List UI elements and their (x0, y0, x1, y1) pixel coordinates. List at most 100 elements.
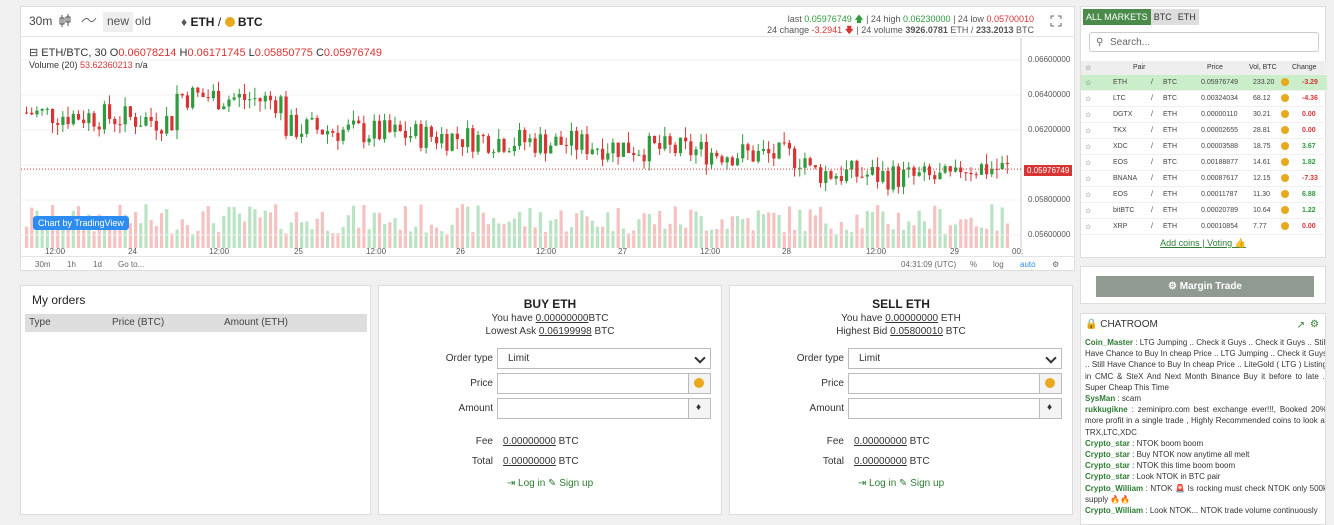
tab-all-markets[interactable]: ALL MARKETS (1083, 9, 1151, 25)
log-toggle[interactable]: log (993, 260, 1004, 269)
buy-amount-input[interactable]: ♦ (497, 398, 711, 419)
chat-user[interactable]: Crypto_William (1085, 483, 1144, 493)
low-value-legend: 0.05850775 (254, 47, 313, 59)
range-1d[interactable]: 1d (93, 260, 102, 269)
market-row[interactable]: ☆ EOS / BTC 0.00188877 14.61 1.82 (1081, 155, 1327, 171)
market-row[interactable]: ☆ ETH / BTC 0.05976749 233.20 -3.29 (1081, 75, 1327, 91)
col-vol[interactable]: Vol, BTC (1249, 64, 1277, 71)
star-icon[interactable]: ☆ (1085, 80, 1092, 87)
market-row[interactable]: ☆ EOS / ETH 0.00011787 11.30 6.88 (1081, 187, 1327, 203)
chart-menu-icon[interactable]: ⊟ (29, 47, 39, 59)
range-1h[interactable]: 1h (67, 260, 76, 269)
candle (388, 120, 392, 132)
chat-user[interactable]: Crypto_William (1085, 506, 1144, 516)
buy-login-link[interactable]: Log in (518, 478, 546, 489)
chart-settings-icon[interactable]: ⚙ (1052, 260, 1060, 269)
margin-trade-button[interactable]: ⚙ Margin Trade (1096, 276, 1314, 297)
star-icon[interactable]: ☆ (1085, 96, 1092, 103)
star-icon[interactable]: ☆ (1085, 224, 1092, 231)
star-icon[interactable]: ☆ (1085, 208, 1092, 215)
bid-value[interactable]: 0.05800010 (890, 326, 943, 337)
star-icon[interactable]: ☆ (1085, 192, 1092, 199)
sell-signup-link[interactable]: Sign up (910, 478, 945, 489)
buy-signup-link[interactable]: Sign up (559, 478, 594, 489)
tradingview-badge[interactable]: Chart by TradingView (33, 216, 129, 230)
style-new-button[interactable]: new (103, 12, 134, 32)
volume-bar (97, 214, 101, 248)
buy-have-value[interactable]: 0.00000000 (535, 313, 589, 324)
settings-icon[interactable]: ⚙ (1310, 319, 1319, 330)
chart-svg[interactable] (21, 38, 1076, 263)
volume-bar (284, 233, 288, 248)
sell-login-link[interactable]: Log in (869, 478, 897, 489)
percent-toggle[interactable]: % (970, 260, 978, 269)
market-row[interactable]: ☆ BNANA / ETH 0.00087617 12.15 -7.33 (1081, 171, 1327, 187)
tab-eth[interactable]: ETH (1174, 9, 1199, 25)
chat-user[interactable]: rukkugikne (1085, 405, 1128, 415)
sell-auth-links: ⇥ Log in ✎ Sign up (730, 478, 1072, 489)
chat-user[interactable]: Coin_Master (1085, 338, 1134, 347)
sell-order-type-select[interactable]: Limit (848, 348, 1062, 369)
sell-price-input[interactable] (848, 373, 1062, 394)
add-coins-link[interactable]: Add coins (1160, 238, 1200, 248)
range-30m[interactable]: 30m (35, 260, 51, 269)
ask-value[interactable]: 0.06199998 (538, 326, 592, 337)
volume-bar (279, 228, 283, 248)
market-row[interactable]: ☆ XRP / ETH 0.00010854 7.77 0.00 (1081, 219, 1327, 235)
timeframe-button[interactable]: 30m (29, 14, 53, 28)
star-icon[interactable]: ☆ (1085, 160, 1092, 167)
row-price: 0.00011787 (1201, 191, 1238, 198)
chat-user[interactable]: Crypto_star (1085, 472, 1130, 482)
tab-btc[interactable]: BTC (1150, 9, 1175, 25)
candle (720, 156, 724, 163)
x-tick: 29 (950, 247, 959, 256)
x-tick: 12:00 (45, 247, 66, 256)
candle (92, 113, 96, 127)
volume-bar (201, 211, 205, 248)
col-change[interactable]: Change (1292, 64, 1317, 71)
external-link-icon[interactable]: ↗ (1296, 320, 1305, 331)
buy-have-prefix: You have (491, 313, 533, 324)
volume-bar (896, 212, 901, 248)
sell-amount-input[interactable]: ♦ (848, 398, 1062, 419)
indicator-icon[interactable] (81, 14, 97, 29)
market-row[interactable]: ☆ bitBTC / ETH 0.00020789 10.64 1.22 (1081, 203, 1327, 219)
auto-toggle[interactable]: auto (1020, 260, 1036, 269)
volume-bar (476, 205, 480, 248)
candle (133, 116, 138, 127)
signup-icon: ✎ (548, 478, 557, 489)
market-row[interactable]: ☆ DGTX / ETH 0.00000110 30.21 0.00 (1081, 107, 1327, 123)
star-icon[interactable]: ☆ (1085, 112, 1092, 119)
volume-bar (569, 227, 574, 248)
market-row[interactable]: ☆ XDC / ETH 0.00003588 18.75 3.67 (1081, 139, 1327, 155)
chart-plot[interactable]: ⊟ ETH/BTC, 30 O0.06078214 H0.06171745 L0… (21, 38, 1076, 263)
star-icon[interactable]: ☆ (1085, 176, 1092, 183)
chat-user[interactable]: Crypto_star (1085, 438, 1130, 448)
row-base: XDC (1113, 143, 1128, 150)
buy-order-type-select[interactable]: Limit (497, 348, 711, 369)
candle-type-icon[interactable] (59, 14, 71, 31)
market-row[interactable]: ☆ TKX / ETH 0.00002655 28.81 0.00 (1081, 123, 1327, 139)
sell-have-value[interactable]: 0.00000000 (885, 313, 939, 324)
pair-quote: BTC (237, 15, 263, 29)
star-icon[interactable]: ☆ (1085, 128, 1092, 135)
col-pair[interactable]: Pair (1133, 64, 1146, 71)
row-price: 0.00188877 (1201, 159, 1238, 166)
fullscreen-icon[interactable] (1050, 15, 1062, 30)
high-value: 0.06230000 (902, 14, 951, 24)
col-price[interactable]: Price (1207, 64, 1223, 71)
market-row[interactable]: ☆ LTC / BTC 0.00324034 68.12 -4.36 (1081, 91, 1327, 107)
market-search-input[interactable]: ⚲ Search... (1089, 32, 1319, 52)
btc-icon (1281, 94, 1289, 102)
pair-selector[interactable]: ♦ ETH / BTC (181, 15, 263, 29)
star-icon[interactable]: ☆ (1085, 144, 1092, 151)
chat-user[interactable]: Crypto_star (1085, 450, 1130, 460)
buy-price-input[interactable] (497, 373, 711, 394)
style-old-button[interactable]: old (135, 14, 152, 28)
voting-link[interactable]: Voting (1207, 238, 1233, 248)
chat-user[interactable]: SysMan (1085, 394, 1116, 404)
chat-user[interactable]: Crypto_star (1085, 461, 1130, 471)
candle (1000, 162, 1004, 170)
sell-price-label: Price (821, 378, 844, 389)
goto-button[interactable]: Go to... (118, 260, 145, 269)
